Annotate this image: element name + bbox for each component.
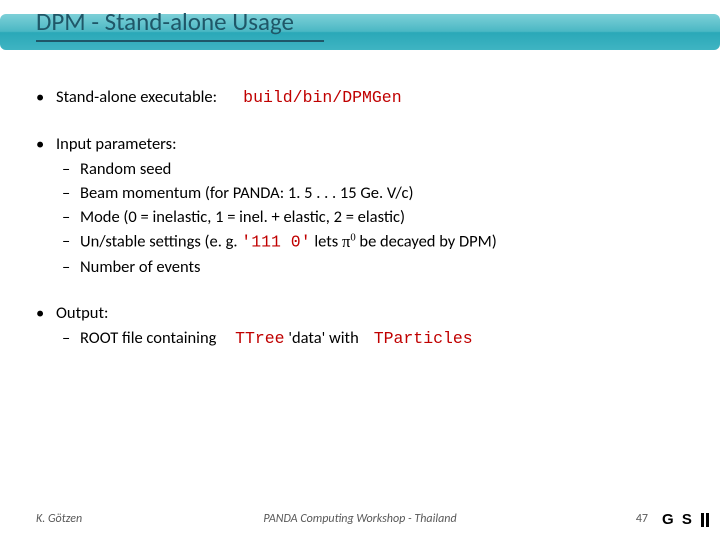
param-random-seed: – Random seed bbox=[62, 158, 684, 180]
param-mode: – Mode (0 = inelastic, 1 = inel. + elast… bbox=[62, 206, 684, 228]
slide-header: DPM - Stand-alone Usage bbox=[0, 0, 720, 64]
input-params-label: Input parameters: bbox=[56, 133, 177, 155]
output-text: ROOT file containing TTree 'data' with T… bbox=[80, 327, 473, 350]
bullet-input-params: • Input parameters: – Random seed – Beam… bbox=[36, 133, 684, 278]
bullet-marker: • bbox=[36, 86, 56, 109]
gsi-logo: G S bbox=[662, 511, 710, 528]
dash-marker: – bbox=[62, 158, 80, 180]
bullet-text: Stand-alone executable: build/bin/DPMGen bbox=[56, 86, 402, 109]
footer-author: K. Götzen bbox=[36, 512, 82, 526]
output-root-file: – ROOT file containing TTree 'data' with… bbox=[62, 327, 684, 350]
slide-footer: K. Götzen PANDA Computing Workshop - Tha… bbox=[0, 512, 720, 526]
param-text: Un/stable settings (e. g. '111 0' lets π… bbox=[80, 230, 497, 254]
slide-content: • Stand-alone executable: build/bin/DPMG… bbox=[0, 64, 720, 350]
param-text: Random seed bbox=[80, 158, 171, 180]
param-unstable: – Un/stable settings (e. g. '111 0' lets… bbox=[62, 230, 684, 254]
title-underline bbox=[36, 40, 324, 42]
unstable-pre: Un/stable settings (e. g. bbox=[80, 232, 241, 252]
output-list: – ROOT file containing TTree 'data' with… bbox=[62, 327, 684, 350]
dash-marker: – bbox=[62, 182, 80, 204]
output-pre: ROOT file containing bbox=[80, 328, 220, 348]
output-label: Output: bbox=[56, 302, 108, 324]
footer-page-number: 47 bbox=[636, 512, 648, 526]
bullet-marker: • bbox=[36, 302, 56, 324]
slide-title: DPM - Stand-alone Usage bbox=[36, 6, 294, 37]
output-tparticles: TParticles bbox=[374, 329, 473, 348]
footer-workshop: PANDA Computing Workshop - Thailand bbox=[0, 512, 720, 526]
bullet-output: • Output: – ROOT file containing TTree '… bbox=[36, 302, 684, 350]
executable-path: build/bin/DPMGen bbox=[243, 88, 401, 107]
executable-label: Stand-alone executable: bbox=[56, 87, 217, 107]
param-num-events: – Number of events bbox=[62, 256, 684, 278]
bullet-marker: • bbox=[36, 133, 56, 155]
output-ttree: TTree bbox=[235, 329, 285, 348]
input-params-list: – Random seed – Beam momentum (for PANDA… bbox=[62, 158, 684, 279]
param-text: Beam momentum (for PANDA: 1. 5 . . . 15 … bbox=[80, 182, 413, 204]
dash-marker: – bbox=[62, 256, 80, 278]
dash-marker: – bbox=[62, 327, 80, 350]
output-mid: 'data' with bbox=[288, 328, 362, 348]
dash-marker: – bbox=[62, 206, 80, 228]
unstable-code: '111 0' bbox=[241, 233, 310, 252]
unstable-mid: lets bbox=[314, 232, 342, 252]
dash-marker: – bbox=[62, 230, 80, 254]
bullet-executable: • Stand-alone executable: build/bin/DPMG… bbox=[36, 86, 684, 109]
unstable-post: be decayed by DPM) bbox=[359, 232, 496, 252]
param-text: Mode (0 = inelastic, 1 = inel. + elastic… bbox=[80, 206, 405, 228]
pi-zero: π0 bbox=[342, 232, 356, 251]
param-beam-momentum: – Beam momentum (for PANDA: 1. 5 . . . 1… bbox=[62, 182, 684, 204]
param-text: Number of events bbox=[80, 256, 200, 278]
